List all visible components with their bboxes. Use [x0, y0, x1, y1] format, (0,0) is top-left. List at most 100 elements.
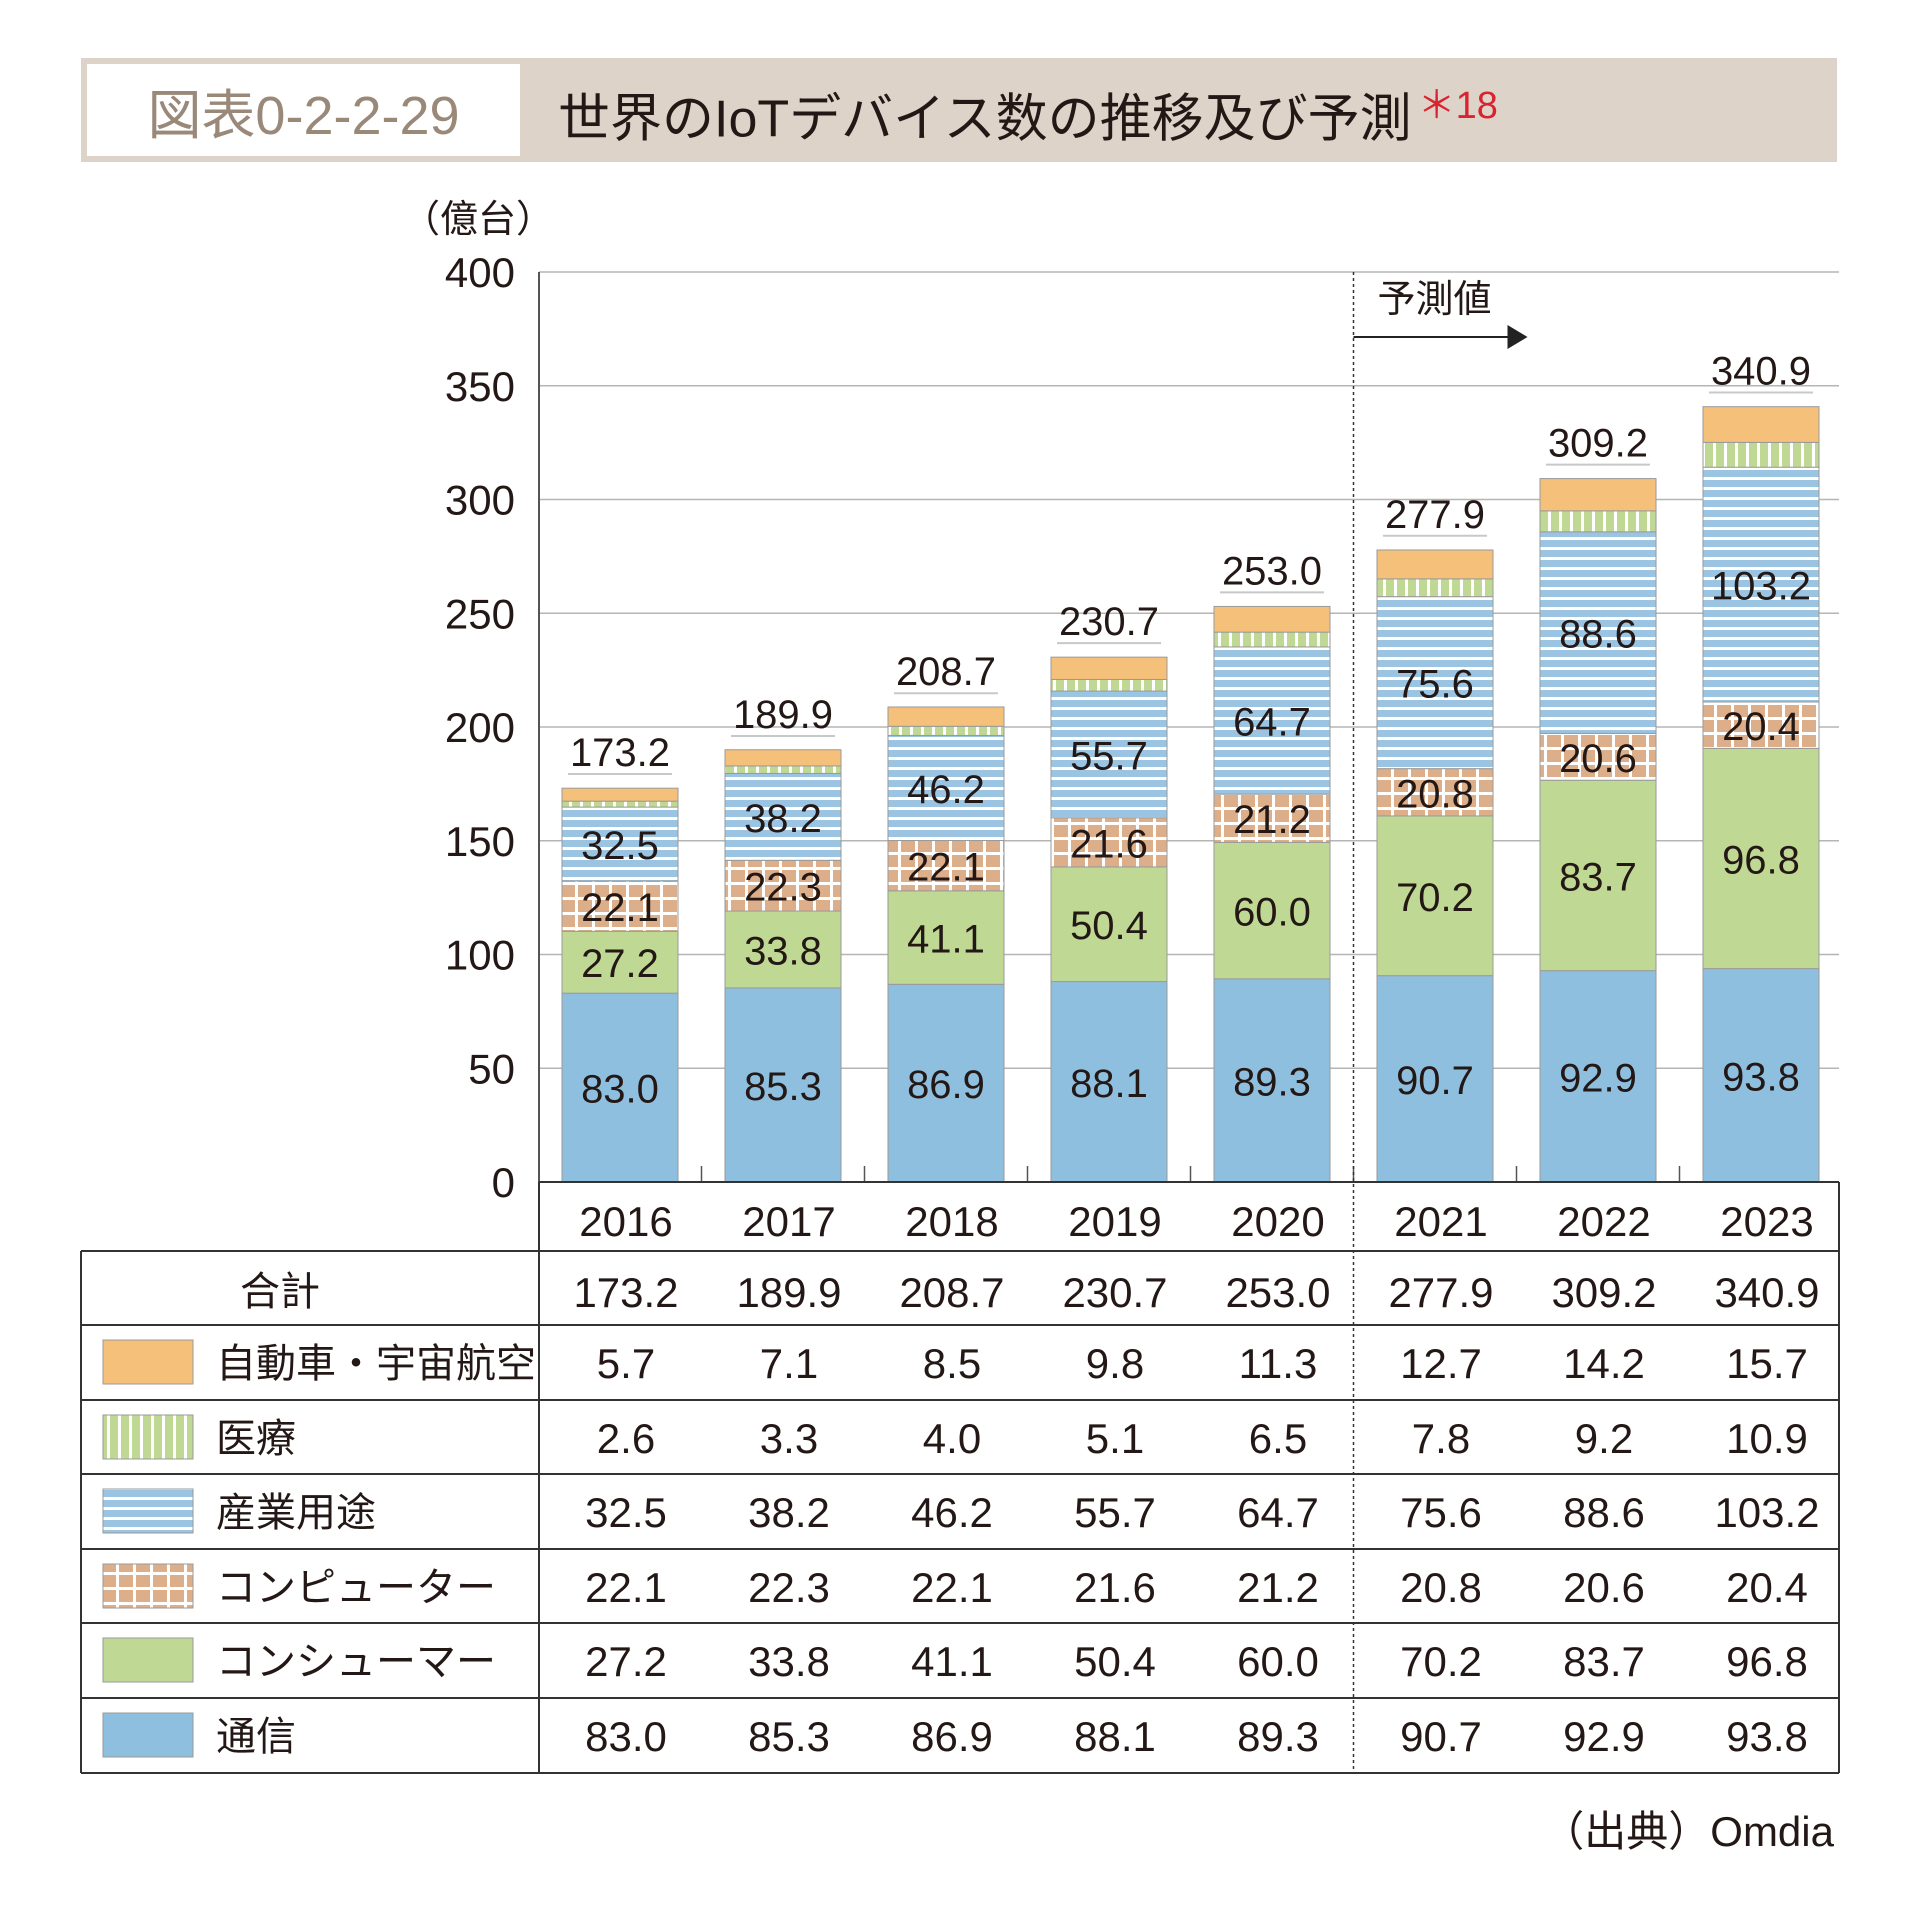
bar-segment-industrial — [561, 806, 679, 882]
table-cell: 7.8 — [1412, 1415, 1470, 1462]
segment-value-label: 21.6 — [1070, 822, 1148, 866]
legend-label: 通信 — [216, 1715, 296, 1759]
bar-segment-industrial — [724, 772, 842, 861]
segment-value-label: 75.6 — [1396, 663, 1474, 707]
bar-segment-medical — [1213, 631, 1331, 648]
bar-segment-consumer — [887, 890, 1005, 985]
table-cell: 46.2 — [911, 1489, 993, 1536]
forecast-arrow-icon — [1507, 325, 1528, 349]
segment-value-label: 22.1 — [581, 886, 659, 930]
segment-value-label: 33.8 — [744, 929, 822, 973]
table-cell: 88.1 — [1074, 1713, 1156, 1760]
table-cell: 96.8 — [1726, 1638, 1808, 1685]
segment-value-label: 38.2 — [744, 797, 822, 841]
source-note: （出典）Omdia — [1542, 1808, 1834, 1855]
segment-value-label: 89.3 — [1233, 1060, 1311, 1104]
chart-title-text: 世界のIoTデバイス数の推移及び予測 — [558, 90, 1412, 149]
bar-segment-automotive — [1539, 478, 1657, 512]
table-cell: 103.2 — [1714, 1489, 1819, 1536]
legend-label: 産業用途 — [216, 1491, 376, 1535]
segment-value-label: 41.1 — [907, 918, 985, 962]
bar-segment-comm — [1376, 975, 1494, 1183]
y-tick-label: 350 — [445, 363, 515, 410]
bar-segment-computer — [1050, 817, 1168, 868]
segment-value-label: 22.1 — [907, 846, 985, 890]
segment-value-label: 20.6 — [1559, 737, 1637, 781]
bar-segment-consumer — [1539, 779, 1657, 972]
y-tick-label: 100 — [445, 932, 515, 979]
segment-value-label: 86.9 — [907, 1063, 985, 1107]
legend-label: コンシューマー — [216, 1640, 496, 1684]
table-cell: 70.2 — [1400, 1638, 1482, 1685]
year-label: 2021 — [1394, 1198, 1487, 1245]
table-cell: 5.7 — [597, 1340, 655, 1387]
table-cell: 309.2 — [1551, 1269, 1656, 1316]
segment-value-label: 20.8 — [1396, 772, 1474, 816]
segment-value-label: 93.8 — [1722, 1055, 1800, 1099]
table-cell: 90.7 — [1400, 1713, 1482, 1760]
table-cell: 22.3 — [748, 1564, 830, 1611]
table-cell: 20.4 — [1726, 1564, 1808, 1611]
bar-segment-computer — [724, 859, 842, 912]
footnote-marker: ＊18 — [1417, 85, 1498, 127]
bar-segment-computer — [561, 880, 679, 932]
table-cell: 7.1 — [760, 1340, 818, 1387]
bar-segment-industrial — [1539, 531, 1657, 734]
segment-value-label: 60.0 — [1233, 891, 1311, 935]
bar-segment-consumer — [1050, 866, 1168, 983]
legend-swatch-medical — [102, 1414, 194, 1460]
bar-segment-comm — [1539, 970, 1657, 1183]
bar-segment-consumer — [561, 930, 679, 994]
segment-value-label: 21.2 — [1233, 798, 1311, 842]
table-cell: 8.5 — [923, 1340, 981, 1387]
y-tick-label: 200 — [445, 704, 515, 751]
bar-segment-automotive — [1213, 605, 1331, 633]
table-cell: 55.7 — [1074, 1489, 1156, 1536]
table-cell: 277.9 — [1388, 1269, 1493, 1316]
bar-segment-comm — [1050, 981, 1168, 1183]
bar-segment-consumer — [1213, 841, 1331, 980]
bar-segment-medical — [1376, 578, 1494, 598]
figure-number: 図表0-2-2-29 — [87, 64, 520, 156]
bar-segment-consumer — [1376, 815, 1494, 977]
segment-value-label: 22.3 — [744, 866, 822, 910]
table-cell: 92.9 — [1563, 1713, 1645, 1760]
segment-value-label: 32.5 — [581, 824, 659, 868]
y-tick-label: 250 — [445, 590, 515, 637]
year-label: 2019 — [1068, 1198, 1161, 1245]
year-label: 2016 — [579, 1198, 672, 1245]
bar-segment-medical — [724, 765, 842, 774]
bar-segment-industrial — [887, 734, 1005, 842]
bar-segment-comm — [1213, 978, 1331, 1183]
segment-value-label: 96.8 — [1722, 838, 1800, 882]
bar-segment-automotive — [561, 787, 679, 802]
legend-swatch-computer — [102, 1563, 194, 1609]
bar-segment-comm — [887, 983, 1005, 1183]
legend-swatch-comm — [102, 1712, 194, 1758]
legend-swatch-automotive — [102, 1339, 194, 1385]
bar-segment-comm — [561, 992, 679, 1183]
segment-value-label: 55.7 — [1070, 734, 1148, 778]
y-tick-label: 50 — [468, 1045, 515, 1092]
segment-value-label: 20.4 — [1722, 705, 1800, 749]
segment-value-label: 88.1 — [1070, 1062, 1148, 1106]
table-cell: 33.8 — [748, 1638, 830, 1685]
table-cell: 9.8 — [1086, 1340, 1144, 1387]
segment-value-label: 85.3 — [744, 1065, 822, 1109]
table-cell: 20.6 — [1563, 1564, 1645, 1611]
table-cell: 85.3 — [748, 1713, 830, 1760]
table-cell: 189.9 — [736, 1269, 841, 1316]
table-cell: 75.6 — [1400, 1489, 1482, 1536]
segment-value-label: 83.0 — [581, 1068, 659, 1112]
bar-segment-computer — [1539, 732, 1657, 781]
bar-segment-computer — [1213, 793, 1331, 843]
segment-value-label: 92.9 — [1559, 1056, 1637, 1100]
table-cell: 15.7 — [1726, 1340, 1808, 1387]
table-cell: 22.1 — [585, 1564, 667, 1611]
year-label: 2023 — [1720, 1198, 1813, 1245]
table-cell: 93.8 — [1726, 1713, 1808, 1760]
table-cell: 3.3 — [760, 1415, 818, 1462]
bar-segment-automotive — [1376, 549, 1494, 580]
total-row-header: 合計 — [240, 1270, 320, 1314]
table-cell: 83.7 — [1563, 1638, 1645, 1685]
